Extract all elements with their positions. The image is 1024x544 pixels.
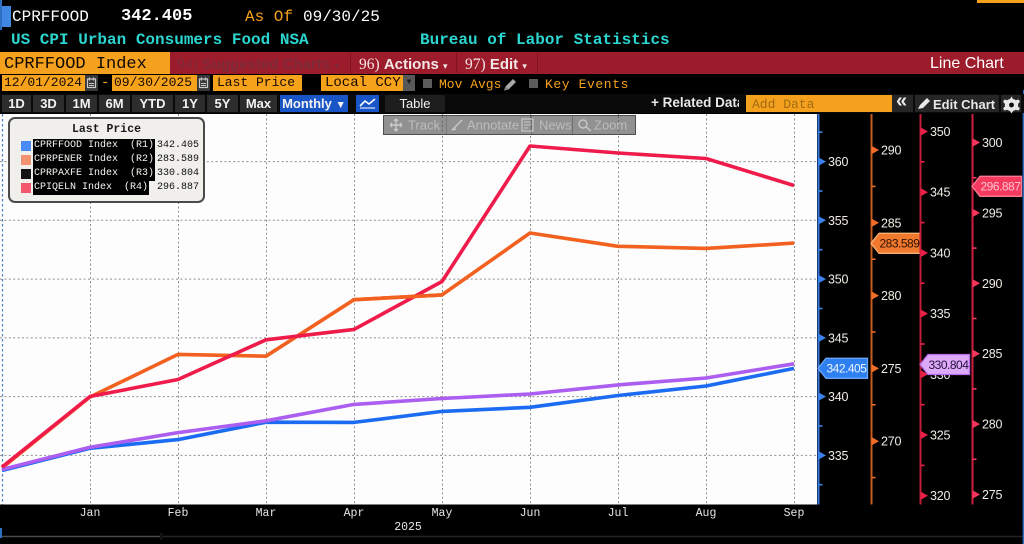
svg-text:275: 275 xyxy=(982,488,1003,502)
svg-text:285: 285 xyxy=(881,216,902,230)
svg-text:280: 280 xyxy=(982,418,1003,432)
svg-text:340: 340 xyxy=(828,390,849,404)
svg-text:350: 350 xyxy=(930,125,951,139)
svg-text:News: News xyxy=(539,118,572,133)
svg-text:Track: Track xyxy=(408,118,441,133)
svg-text:Zoom: Zoom xyxy=(594,118,627,133)
svg-text:296.887: 296.887 xyxy=(981,180,1022,194)
svg-text:May: May xyxy=(432,507,453,520)
svg-text:Annotate: Annotate xyxy=(467,118,519,133)
svg-text:270: 270 xyxy=(881,435,902,449)
svg-text:325: 325 xyxy=(930,429,951,443)
svg-text:345: 345 xyxy=(828,331,849,345)
svg-text:Aug: Aug xyxy=(696,507,717,520)
svg-text:350: 350 xyxy=(828,273,849,287)
svg-text:300: 300 xyxy=(982,136,1003,150)
svg-text:Jun: Jun xyxy=(520,507,541,520)
svg-text:290: 290 xyxy=(982,277,1003,291)
svg-text:Jul: Jul xyxy=(608,507,629,520)
svg-text:Feb: Feb xyxy=(168,507,189,520)
svg-text:320: 320 xyxy=(930,489,951,503)
svg-text:330.804: 330.804 xyxy=(929,358,970,372)
svg-text:290: 290 xyxy=(881,144,902,158)
svg-text:Apr: Apr xyxy=(344,507,365,520)
svg-text:335: 335 xyxy=(930,307,951,321)
svg-text:285: 285 xyxy=(982,347,1003,361)
svg-text:345: 345 xyxy=(930,186,951,200)
svg-text:Mar: Mar xyxy=(256,507,277,520)
svg-text:Jan: Jan xyxy=(80,507,101,520)
svg-text:295: 295 xyxy=(982,206,1003,220)
svg-text:342.405: 342.405 xyxy=(827,362,868,376)
svg-text:Sep: Sep xyxy=(784,507,805,520)
svg-text:355: 355 xyxy=(828,214,849,228)
svg-text:360: 360 xyxy=(828,155,849,169)
svg-text:283.589: 283.589 xyxy=(880,237,921,251)
svg-text:2025: 2025 xyxy=(394,521,422,534)
svg-text:335: 335 xyxy=(828,449,849,463)
svg-text:280: 280 xyxy=(881,289,902,303)
svg-text:340: 340 xyxy=(930,246,951,260)
svg-text:275: 275 xyxy=(881,362,902,376)
